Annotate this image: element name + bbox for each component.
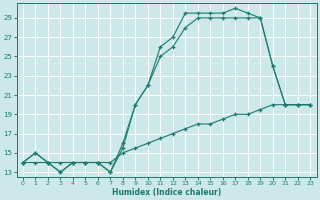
X-axis label: Humidex (Indice chaleur): Humidex (Indice chaleur) bbox=[112, 188, 221, 197]
